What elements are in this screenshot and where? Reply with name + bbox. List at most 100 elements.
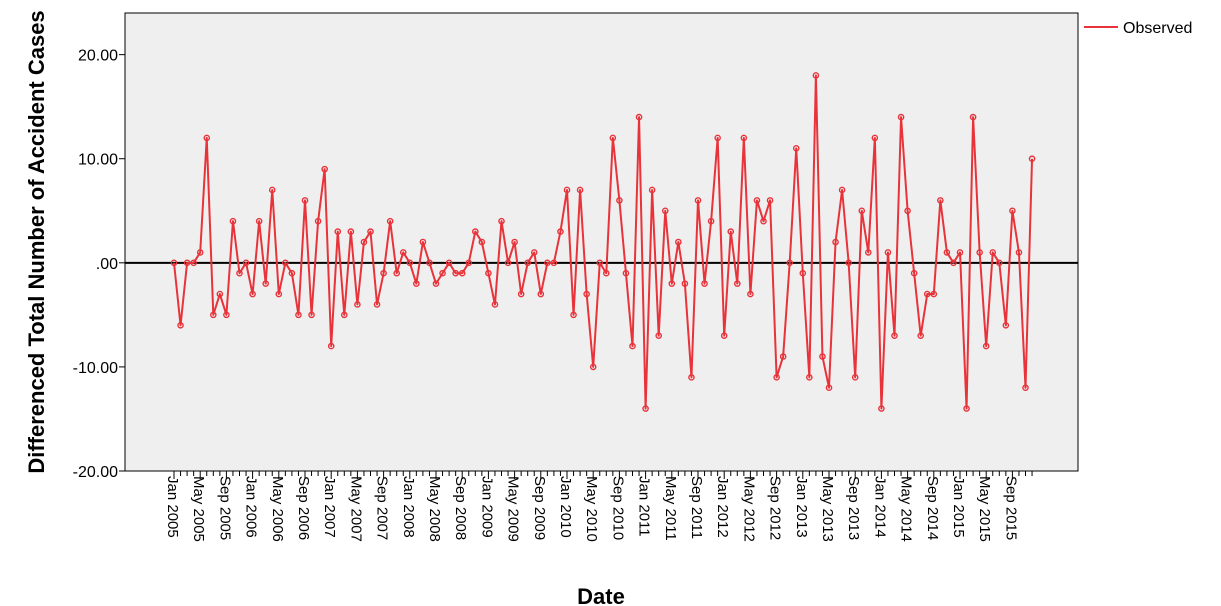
x-tick-label: Sep 2006 [295, 476, 312, 540]
series-observed [170, 72, 1036, 412]
data-point [491, 301, 499, 308]
x-tick-label: Jan 2008 [400, 476, 417, 538]
data-point [576, 186, 584, 194]
data-point [668, 280, 676, 287]
data-point [688, 374, 695, 381]
data-point [413, 280, 420, 287]
data-point [734, 280, 741, 287]
data-point [236, 269, 243, 277]
x-tick-label: May 2012 [740, 476, 757, 542]
data-point [661, 207, 669, 215]
data-point [871, 134, 879, 142]
data-point [268, 186, 276, 194]
data-point [537, 290, 545, 298]
x-tick-label: Sep 2005 [216, 476, 233, 540]
x-tick-label: Jan 2005 [164, 476, 181, 538]
data-point [1009, 207, 1016, 215]
data-point [910, 269, 918, 277]
data-point [622, 269, 630, 277]
data-point [675, 238, 682, 246]
data-point [347, 228, 355, 235]
y-axis-title: Differenced Total Number of Accident Cas… [24, 10, 49, 473]
data-point [609, 134, 617, 142]
data-point [714, 134, 721, 142]
data-point [792, 145, 800, 152]
data-point [845, 259, 852, 267]
data-point [570, 311, 577, 319]
data-point [458, 269, 466, 277]
data-point [321, 165, 328, 173]
data-point [766, 197, 774, 204]
data-point [603, 269, 610, 277]
data-point [832, 238, 839, 246]
data-point [190, 259, 197, 267]
data-point [452, 269, 459, 277]
data-point [740, 134, 748, 142]
data-point [1028, 155, 1036, 163]
data-point [314, 217, 322, 225]
data-point [950, 259, 957, 267]
x-tick-label: Jan 2013 [793, 476, 810, 538]
y-tick-label: .00 [96, 256, 118, 273]
data-point [380, 269, 387, 277]
x-tick-label: Sep 2015 [1002, 476, 1019, 540]
x-tick-label: Sep 2010 [609, 476, 626, 540]
x-tick-label: May 2015 [976, 476, 993, 542]
data-point [694, 197, 702, 204]
data-point [504, 259, 512, 267]
data-point [406, 259, 414, 267]
data-point [701, 280, 708, 287]
x-tick-label: May 2013 [819, 476, 836, 542]
x-axis-title: Date [577, 584, 625, 606]
data-point [471, 228, 479, 235]
data-point [838, 186, 846, 194]
data-point [203, 134, 211, 142]
y-tick-label: -10.00 [73, 360, 118, 377]
data-point [616, 197, 623, 204]
data-point [517, 290, 525, 298]
data-point [727, 228, 735, 235]
x-tick-label: May 2008 [426, 476, 443, 542]
data-point [340, 311, 348, 319]
data-point [301, 197, 309, 204]
data-point [432, 280, 440, 287]
data-point [223, 311, 230, 319]
data-point [884, 249, 892, 256]
data-point [963, 405, 970, 412]
data-point [255, 217, 263, 225]
data-point [177, 321, 184, 329]
data-point [806, 374, 813, 381]
data-point [596, 259, 604, 267]
data-point [1022, 384, 1029, 392]
x-tick-label: Jan 2012 [714, 476, 731, 538]
data-point [753, 197, 761, 204]
data-point [170, 259, 178, 267]
plot-area [124, 12, 1079, 472]
data-point [275, 290, 283, 298]
data-point [786, 259, 794, 267]
data-point [707, 217, 715, 225]
data-point [373, 301, 381, 308]
data-point [530, 249, 538, 256]
data-point [648, 186, 656, 194]
data-point [209, 311, 217, 319]
data-point [360, 238, 368, 246]
data-point [1002, 321, 1010, 329]
data-point [439, 269, 446, 277]
y-tick-label: 10.00 [78, 152, 118, 169]
x-tick-label: Sep 2012 [767, 476, 784, 540]
x-tick-label: May 2014 [898, 476, 915, 542]
data-point [812, 72, 820, 79]
x-tick-label: Jan 2006 [243, 476, 260, 538]
data-point [904, 207, 911, 215]
data-point [851, 374, 859, 381]
data-point [825, 384, 833, 392]
data-point [996, 259, 1003, 267]
x-axis: Jan 2005 May 2005 Sep 2005 Jan 2006 May 2006… [164, 471, 1033, 542]
x-tick-label: May 2006 [269, 476, 286, 542]
data-point [681, 280, 689, 287]
data-point [544, 259, 551, 267]
x-tick-label: May 2009 [505, 476, 522, 542]
data-point [937, 197, 944, 204]
